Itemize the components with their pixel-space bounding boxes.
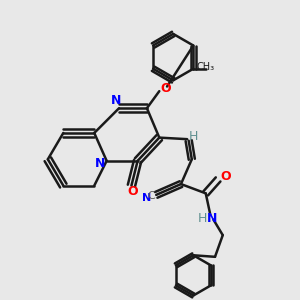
Text: N: N: [95, 158, 106, 170]
Text: N: N: [111, 94, 121, 107]
Text: CH₃: CH₃: [197, 62, 215, 72]
Text: O: O: [160, 82, 171, 94]
Text: N: N: [207, 212, 217, 225]
Text: H: H: [198, 212, 207, 225]
Text: N: N: [142, 193, 152, 203]
Text: O: O: [128, 185, 138, 198]
Text: O: O: [220, 170, 231, 183]
Text: H: H: [189, 130, 198, 142]
Text: C: C: [148, 191, 155, 201]
